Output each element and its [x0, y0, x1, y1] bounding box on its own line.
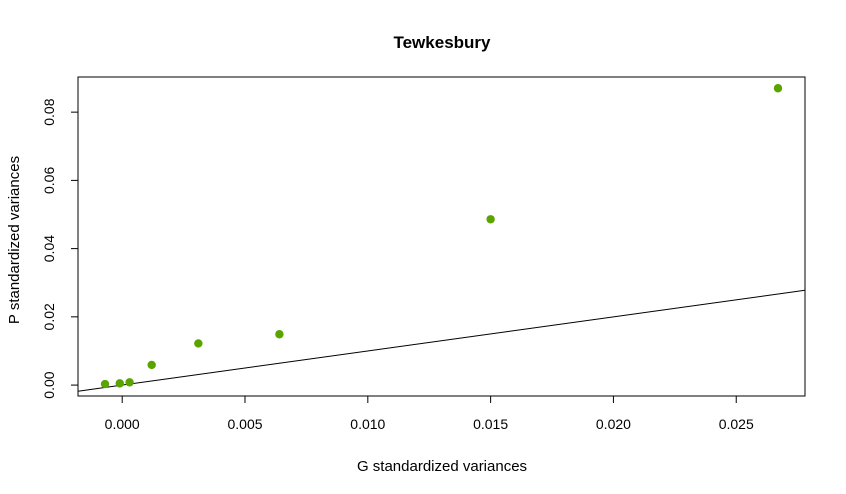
plot-area	[77, 84, 806, 392]
data-point	[115, 379, 124, 388]
data-point	[147, 360, 156, 370]
x-axis-label: G standardized variances	[357, 458, 527, 475]
y-tick-label: 0.08	[41, 98, 57, 125]
data-point	[100, 379, 110, 389]
y-tick-label: 0.04	[41, 235, 57, 262]
y-tick-label: 0.00	[41, 371, 57, 398]
data-point	[773, 84, 783, 93]
x-tick-label: 0.000	[105, 416, 140, 432]
x-tick-label: 0.025	[719, 416, 754, 432]
x-tick-label: 0.005	[227, 416, 262, 432]
data-point	[486, 215, 495, 224]
y-tick-label: 0.02	[41, 303, 57, 330]
chart-title: Tewkesbury	[393, 33, 491, 52]
data-point	[275, 330, 284, 339]
x-tick-label: 0.010	[350, 416, 385, 432]
x-axis: 0.000 0.005 0.010 0.015 0.020 0.025	[105, 395, 754, 432]
data-points	[100, 84, 783, 389]
x-tick-label: 0.020	[596, 416, 631, 432]
y-axis: 0.00 0.02 0.04 0.06 0.08	[41, 98, 79, 399]
data-point	[194, 339, 203, 348]
data-point	[125, 378, 134, 387]
y-axis-label: P standardized variances	[6, 156, 23, 324]
reference-line-y-equals-x	[77, 289, 806, 392]
plot-frame	[77, 76, 806, 397]
y-tick-label: 0.06	[41, 167, 57, 194]
x-tick-label: 0.015	[473, 416, 508, 432]
